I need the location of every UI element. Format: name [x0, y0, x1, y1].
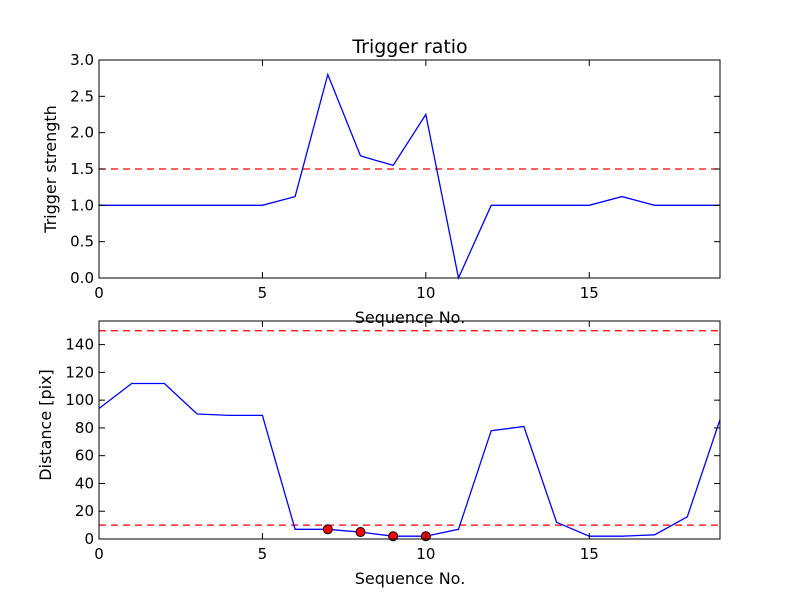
y-tick: 120: [65, 363, 720, 381]
series-line: [99, 72, 720, 281]
data-point-marker: [355, 527, 366, 538]
y-tick-label: 0: [84, 530, 94, 548]
x-tick-label: 5: [258, 284, 268, 302]
x-tick-label: 10: [416, 284, 435, 302]
y-tick: 100: [65, 391, 720, 409]
y-axis-label: Distance [pix]: [36, 369, 55, 481]
x-tick-label: 10: [416, 545, 435, 563]
y-tick: 40: [75, 474, 720, 492]
y-tick: 20: [75, 502, 720, 520]
chart-title: Trigger ratio: [351, 36, 467, 58]
y-tick-label: 0.0: [70, 269, 94, 287]
y-tick-label: 60: [75, 447, 94, 465]
x-tick: 5: [258, 60, 268, 302]
y-tick: 0: [84, 530, 720, 548]
y-tick-label: 3.0: [70, 51, 94, 69]
y-tick-label: 20: [75, 502, 94, 520]
x-tick-label: 15: [580, 545, 599, 563]
y-tick: 60: [75, 447, 720, 465]
x-tick-label: 0: [94, 545, 104, 563]
y-tick-label: 1.0: [70, 196, 94, 214]
x-tick: 5: [258, 321, 268, 563]
y-axis-label: Trigger strength: [41, 105, 60, 234]
x-tick: 15: [580, 321, 599, 563]
y-tick: 0.0: [70, 269, 720, 287]
x-tick: 0: [94, 60, 104, 302]
y-tick-label: 140: [65, 336, 94, 354]
data-point-marker: [322, 524, 333, 535]
x-tick-label: 5: [258, 545, 268, 563]
y-tick-label: 40: [75, 474, 94, 492]
y-tick-label: 1.5: [70, 160, 94, 178]
data-point-marker: [388, 531, 399, 542]
x-tick: 15: [580, 60, 599, 302]
x-tick-label: 0: [94, 284, 104, 302]
y-tick: 1.5: [70, 160, 720, 178]
x-axis-label: Sequence No.: [355, 308, 466, 327]
distance-panel: Sequence No. Distance [pix] 0 5 10 15 0 20 40 6…: [36, 320, 721, 588]
y-tick: 2.0: [70, 124, 720, 142]
y-tick: 80: [75, 419, 720, 437]
y-tick-label: 2.5: [70, 87, 94, 105]
trigger-ratio-panel: Trigger ratio Sequence No. Trigger stren…: [41, 36, 721, 327]
plot-frame: [98, 320, 721, 540]
y-tick: 3.0: [70, 51, 720, 69]
y-tick-label: 100: [65, 391, 94, 409]
y-tick: 2.5: [70, 87, 720, 105]
x-tick: 10: [416, 60, 435, 302]
y-tick-label: 0.5: [70, 233, 94, 251]
y-tick: 0.5: [70, 233, 720, 251]
y-tick: 140: [65, 336, 720, 354]
y-tick-label: 120: [65, 363, 94, 381]
x-axis-label: Sequence No.: [355, 569, 466, 588]
x-tick: 10: [416, 321, 435, 563]
plot-frame: [98, 59, 721, 279]
series-line: [98, 382, 721, 537]
y-tick-label: 2.0: [70, 124, 94, 142]
y-tick-label: 80: [75, 419, 94, 437]
x-tick-label: 15: [580, 284, 599, 302]
x-tick: 0: [94, 321, 104, 563]
y-tick: 1.0: [70, 196, 720, 214]
